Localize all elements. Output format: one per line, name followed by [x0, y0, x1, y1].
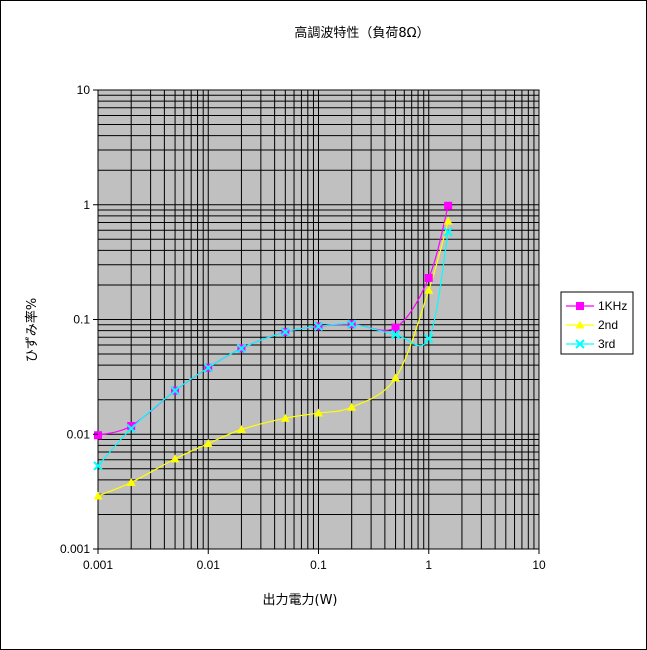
data-point-1khz	[94, 431, 102, 440]
data-point-2nd	[443, 216, 453, 225]
data-point-2nd	[236, 425, 246, 434]
legend-marker-3rd	[575, 339, 585, 349]
legend-label-1khz: 1KHz	[598, 299, 627, 313]
x-axis-label: 出力電力(W)	[263, 593, 338, 608]
data-point-3rd	[126, 423, 136, 434]
x-tick-label: 0.01	[197, 558, 221, 572]
data-point-3rd	[280, 327, 291, 337]
data-point-1khz	[424, 273, 433, 282]
legend-marker-2nd	[575, 320, 585, 329]
data-point-2nd	[126, 477, 136, 486]
y-tick-label: 0.01	[67, 427, 91, 441]
series-line-2nd	[97, 220, 449, 497]
data-point-2nd	[391, 373, 401, 382]
data-point-3rd	[93, 461, 103, 471]
data-point-3rd	[203, 363, 213, 373]
data-point-3rd	[346, 319, 357, 329]
legend: 1KHz 2nd 3rd	[560, 291, 634, 355]
tick-labels: 0.001 0.01 0.1 1 10 10 1 0.1 0.01 0.001	[60, 83, 546, 572]
data-point-3rd	[236, 343, 247, 354]
data-point-1khz	[127, 422, 136, 431]
x-tick-label: 0.001	[83, 558, 113, 572]
data-point-3rd	[170, 385, 180, 396]
data-point-1khz	[391, 323, 400, 332]
data-point-3rd	[313, 321, 324, 332]
data-point-3rd	[424, 334, 434, 344]
chart-title: 高調波特性（負荷8Ω）	[294, 25, 429, 41]
y-axis-label: ひずみ率%	[24, 298, 40, 362]
data-point-2nd	[203, 439, 213, 448]
x-tick-label: 0.1	[310, 558, 327, 572]
y-tick-label: 0.1	[73, 313, 90, 327]
data-point-2nd	[314, 408, 323, 417]
legend-label-3rd: 3rd	[598, 337, 615, 351]
series-markers	[93, 201, 453, 500]
data-point-2nd	[280, 413, 290, 422]
x-tick-label: 1	[425, 558, 432, 572]
data-point-3rd	[390, 329, 401, 340]
legend-marker-1khz	[576, 302, 584, 310]
y-tick-label: 10	[77, 83, 91, 97]
data-point-1khz	[444, 201, 453, 210]
data-point-3rd	[443, 227, 453, 237]
x-tick-label: 10	[532, 558, 546, 572]
y-tick-label: 0.001	[60, 542, 90, 556]
data-point-2nd	[170, 454, 180, 463]
data-point-2nd	[347, 402, 357, 411]
data-point-2nd	[93, 491, 103, 500]
y-tick-label: 1	[83, 198, 90, 212]
legend-label-2nd: 2nd	[598, 318, 618, 332]
data-point-2nd	[424, 285, 434, 294]
